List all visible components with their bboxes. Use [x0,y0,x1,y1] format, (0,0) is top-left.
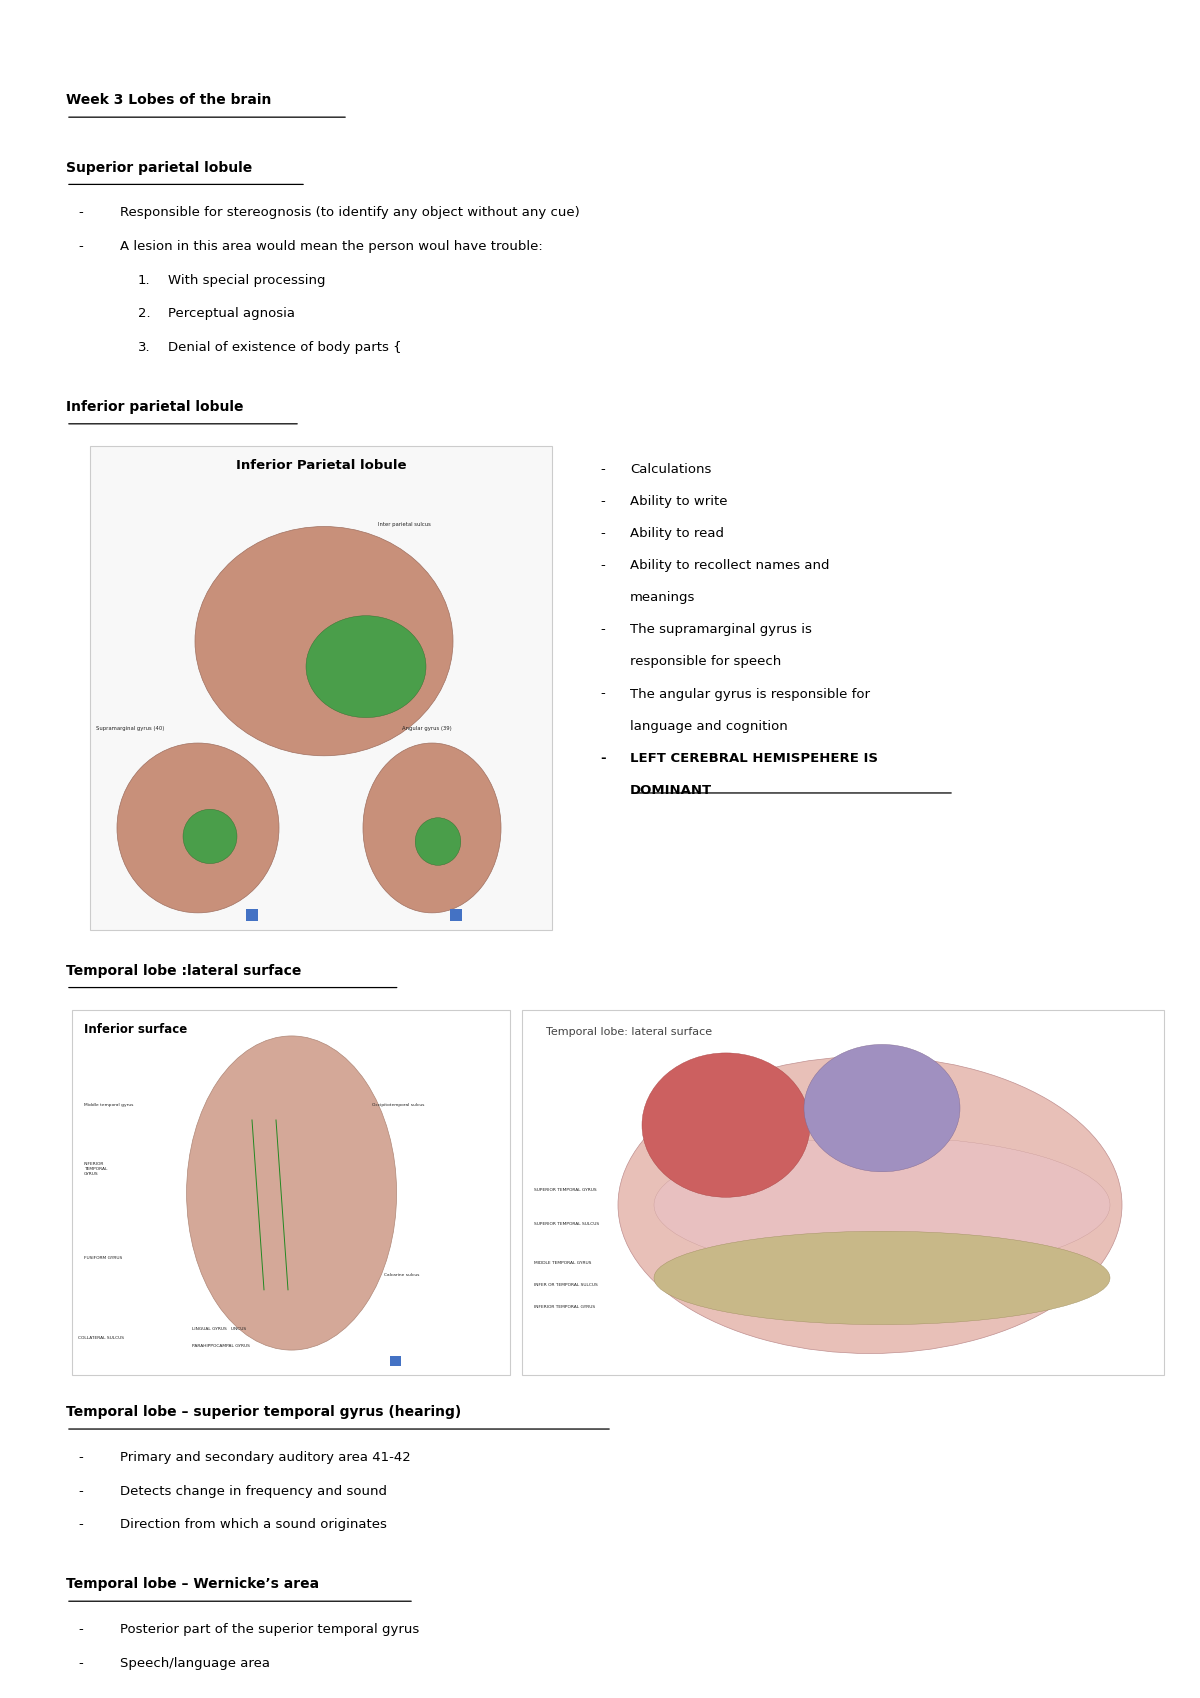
Text: COLLATERAL SULCUS: COLLATERAL SULCUS [78,1336,124,1340]
Ellipse shape [654,1138,1110,1274]
Text: With special processing: With special processing [168,273,325,287]
Text: Temporal lobe – superior temporal gyrus (hearing): Temporal lobe – superior temporal gyrus … [66,1406,461,1420]
Ellipse shape [804,1044,960,1172]
Text: 1.: 1. [138,273,151,287]
Text: Temporal lobe :lateral surface: Temporal lobe :lateral surface [66,964,301,978]
Text: -: - [600,688,605,701]
Text: -: - [78,1452,83,1464]
Text: language and cognition: language and cognition [630,720,787,732]
Text: Inferior surface: Inferior surface [84,1024,187,1036]
Ellipse shape [116,744,278,914]
Ellipse shape [186,1036,396,1350]
Text: A lesion in this area would mean the person woul have trouble:: A lesion in this area would mean the per… [120,239,542,253]
Text: -: - [78,1484,83,1498]
Text: Temporal lobe: lateral surface: Temporal lobe: lateral surface [546,1027,712,1036]
Text: 2.: 2. [138,307,151,321]
Text: -: - [78,239,83,253]
Text: -: - [600,526,605,540]
Text: Posterior part of the superior temporal gyrus: Posterior part of the superior temporal … [120,1623,419,1637]
Text: INFERIOR
TEMPORAL
GYRUS: INFERIOR TEMPORAL GYRUS [84,1163,107,1175]
Text: Superior parietal lobule: Superior parietal lobule [66,161,252,175]
Text: FUSIFORM GYRUS: FUSIFORM GYRUS [84,1257,122,1260]
Text: Week 3 Lobes of the brain: Week 3 Lobes of the brain [66,93,271,107]
Text: -: - [600,496,605,508]
Ellipse shape [642,1053,810,1197]
FancyBboxPatch shape [90,447,552,931]
Text: INFERIOR TEMPORAL GYRUS: INFERIOR TEMPORAL GYRUS [534,1306,595,1309]
FancyBboxPatch shape [72,1010,510,1375]
Ellipse shape [415,818,461,866]
Text: Direction from which a sound originates: Direction from which a sound originates [120,1518,386,1532]
Ellipse shape [654,1231,1110,1324]
Bar [450,910,462,922]
Text: Detects change in frequency and sound: Detects change in frequency and sound [120,1484,386,1498]
Text: Speech/language area: Speech/language area [120,1657,270,1669]
Text: DOMINANT: DOMINANT [630,784,712,796]
Text: The supramarginal gyrus is: The supramarginal gyrus is [630,623,812,637]
Bar [390,1357,401,1367]
Text: Denial of existence of body parts {: Denial of existence of body parts { [168,341,402,353]
Text: Ability to recollect names and: Ability to recollect names and [630,559,829,572]
Ellipse shape [182,810,238,864]
Text: SUPERIOR TEMPORAL SULCUS: SUPERIOR TEMPORAL SULCUS [534,1223,599,1226]
Text: LINGUAL GYRUS   UNCUS: LINGUAL GYRUS UNCUS [192,1328,246,1331]
Text: The angular gyrus is responsible for: The angular gyrus is responsible for [630,688,870,701]
Text: MIDDLE TEMPORAL GYRUS: MIDDLE TEMPORAL GYRUS [534,1262,592,1265]
Bar [246,910,258,922]
Text: Inter parietal sulcus: Inter parietal sulcus [378,523,431,528]
Text: Angular gyrus (39): Angular gyrus (39) [402,727,451,732]
Text: Temporal lobe – Wernicke’s area: Temporal lobe – Wernicke’s area [66,1577,319,1591]
Text: responsible for speech: responsible for speech [630,655,781,669]
Text: Responsible for stereognosis (to identify any object without any cue): Responsible for stereognosis (to identif… [120,207,580,219]
Ellipse shape [618,1056,1122,1353]
Text: -: - [78,1657,83,1669]
Text: PARAHIPPOCAMPAL GYRUS: PARAHIPPOCAMPAL GYRUS [192,1345,250,1348]
Ellipse shape [194,526,454,756]
Text: -: - [600,464,605,475]
Text: Primary and secondary auditory area 41-42: Primary and secondary auditory area 41-4… [120,1452,410,1464]
Text: -: - [600,752,606,764]
Text: -: - [600,623,605,637]
Text: Inferior Parietal lobule: Inferior Parietal lobule [235,460,407,472]
Text: -: - [600,559,605,572]
Text: Ability to read: Ability to read [630,526,724,540]
FancyBboxPatch shape [522,1010,1164,1375]
Text: LEFT CEREBRAL HEMISPEHERE IS: LEFT CEREBRAL HEMISPEHERE IS [630,752,878,764]
Text: Ability to write: Ability to write [630,496,727,508]
Text: Occipitotemporal sulcus: Occipitotemporal sulcus [372,1104,425,1107]
Text: Calcarine sulcus: Calcarine sulcus [384,1274,419,1277]
Text: -: - [78,207,83,219]
Text: meanings: meanings [630,591,695,604]
Text: 3.: 3. [138,341,151,353]
Text: -: - [78,1623,83,1637]
Text: Perceptual agnosia: Perceptual agnosia [168,307,295,321]
Ellipse shape [306,616,426,718]
Text: SUPERIOR TEMPORAL GYRUS: SUPERIOR TEMPORAL GYRUS [534,1189,596,1192]
Ellipse shape [364,744,502,914]
Text: Supramarginal gyrus (40): Supramarginal gyrus (40) [96,727,164,732]
Text: -: - [78,1518,83,1532]
Text: INFER OR TEMPORAL SULCUS: INFER OR TEMPORAL SULCUS [534,1284,598,1287]
Text: Calculations: Calculations [630,464,712,475]
Text: Middle temporal gyrus: Middle temporal gyrus [84,1104,133,1107]
Text: Inferior parietal lobule: Inferior parietal lobule [66,401,244,414]
